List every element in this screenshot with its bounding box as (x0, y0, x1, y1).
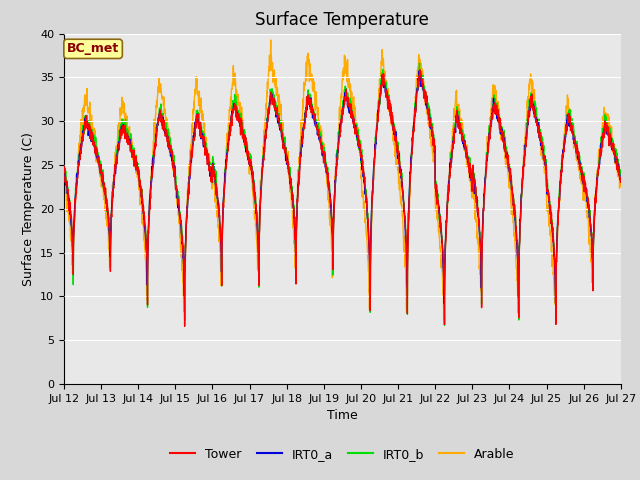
Tower (60, 164, 68, 169)
Tower (180, 324, 188, 329)
Arable (440, 316, 447, 322)
IRT0_b (568, 116, 575, 121)
Tower (358, 157, 366, 163)
Tower (216, 213, 223, 218)
IRT0_b (617, 167, 625, 173)
Title: Surface Temperature: Surface Temperature (255, 11, 429, 29)
Arable (267, 37, 275, 43)
IRT0_a (440, 301, 448, 307)
Arable (584, 215, 591, 221)
IRT0_b (504, 152, 512, 158)
IRT0_a (60, 173, 68, 179)
IRT0_b (584, 196, 591, 202)
Y-axis label: Surface Temperature (C): Surface Temperature (C) (22, 132, 35, 286)
IRT0_b (371, 155, 378, 160)
Tower (568, 122, 575, 128)
Tower (371, 158, 378, 164)
Arable (617, 181, 625, 187)
IRT0_a (215, 214, 223, 220)
X-axis label: Time: Time (327, 409, 358, 422)
Tower (584, 192, 591, 198)
IRT0_a (568, 128, 575, 133)
Tower (416, 67, 424, 73)
Arable (215, 236, 223, 242)
Arable (358, 192, 366, 198)
Arable (60, 176, 68, 182)
Line: Tower: Tower (64, 70, 621, 326)
Arable (568, 117, 575, 123)
Arable (504, 175, 512, 181)
IRT0_b (60, 164, 68, 170)
Tower (617, 180, 625, 185)
IRT0_a (617, 176, 625, 181)
Line: Arable: Arable (64, 40, 621, 319)
IRT0_b (440, 322, 448, 328)
IRT0_a (371, 156, 378, 162)
IRT0_a (416, 67, 424, 73)
IRT0_a (504, 166, 512, 171)
IRT0_a (358, 167, 366, 173)
Tower (504, 163, 512, 168)
Arable (371, 151, 378, 156)
IRT0_b (415, 60, 423, 66)
Text: BC_met: BC_met (67, 42, 119, 55)
IRT0_b (215, 208, 223, 214)
Line: IRT0_b: IRT0_b (64, 63, 621, 325)
Line: IRT0_a: IRT0_a (64, 70, 621, 304)
Legend: Tower, IRT0_a, IRT0_b, Arable: Tower, IRT0_a, IRT0_b, Arable (165, 443, 520, 466)
IRT0_b (358, 156, 366, 162)
IRT0_a (584, 199, 591, 204)
